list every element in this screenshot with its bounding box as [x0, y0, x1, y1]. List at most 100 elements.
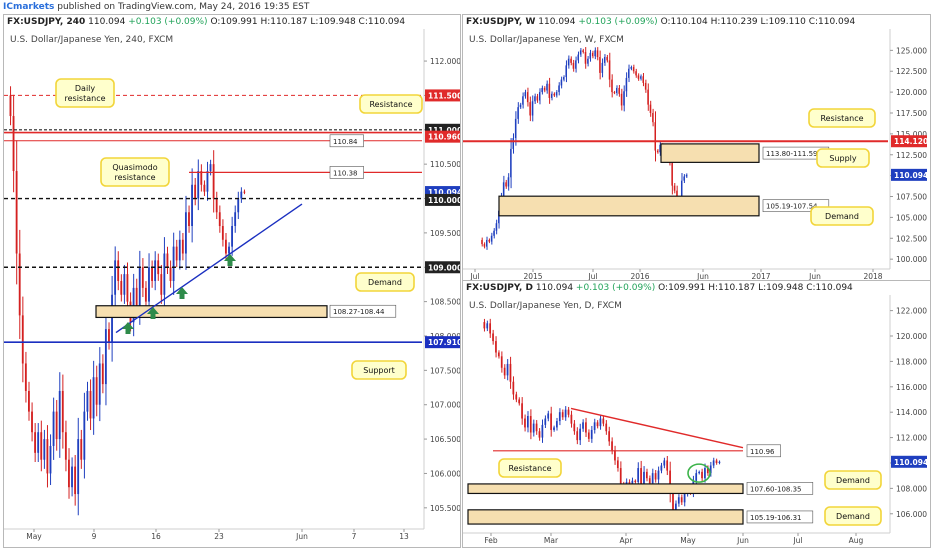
- ohlc-close: C:110.094: [806, 283, 853, 293]
- candle-body: [675, 503, 677, 510]
- candle-body: [237, 198, 240, 213]
- candle-body: [28, 390, 30, 412]
- candle-body: [104, 329, 107, 385]
- candle-body: [587, 432, 590, 439]
- candle-body: [215, 198, 218, 213]
- demand-zone-lower: [467, 509, 744, 525]
- x-tick-label: 9: [92, 532, 97, 541]
- candle-body: [512, 138, 514, 149]
- chart-panel-h4[interactable]: FX:USDJPY, 240 110.094 +0.103 (+0.09%) O…: [3, 14, 461, 548]
- candle-body: [546, 83, 548, 91]
- candle-body: [536, 96, 539, 101]
- callout-daily-resistance-bubble: [55, 78, 115, 108]
- candle-body: [656, 150, 659, 153]
- candle-body: [582, 50, 584, 53]
- candle-body: [178, 239, 181, 261]
- candle-body: [538, 92, 541, 101]
- ohlc-low: L:109.110: [760, 17, 806, 27]
- candle-body: [506, 363, 509, 376]
- candle-body: [601, 62, 604, 73]
- candle-body: [191, 184, 193, 227]
- label-110-38-bg: [329, 166, 364, 179]
- callout-demand-lower-bubble: [824, 506, 882, 526]
- candle-body: [645, 471, 648, 479]
- candle-body: [654, 122, 657, 151]
- candle-body: [68, 459, 70, 488]
- candle-body: [715, 460, 718, 463]
- publisher-brand[interactable]: ICmarkets: [3, 2, 55, 12]
- callout-quasimodo-bubble: [100, 157, 170, 187]
- candle-body: [224, 239, 227, 254]
- candle-body: [541, 87, 543, 93]
- candle-body: [18, 253, 21, 316]
- candle-body: [52, 411, 55, 446]
- x-tick-label: 13: [399, 532, 409, 541]
- candle-body: [570, 58, 572, 63]
- last-price: 110.094: [535, 283, 574, 293]
- candle-body: [596, 50, 599, 58]
- ohlc-close: C:110.094: [808, 17, 856, 27]
- candle-body: [526, 92, 529, 103]
- chart-panel-daily[interactable]: FX:USDJPY, D 110.094 +0.103 (+0.09%) O:1…: [462, 280, 931, 548]
- price-tag-last: 110.094: [894, 458, 928, 467]
- candle-body: [175, 246, 178, 261]
- y-tick-label: 107.000: [430, 401, 460, 410]
- candle-body: [492, 333, 494, 342]
- candle-body: [538, 431, 541, 438]
- trend-line: [570, 407, 744, 449]
- candle-body: [74, 466, 77, 495]
- candle-body: [154, 260, 157, 281]
- callout-resistance-bubble: [808, 108, 876, 128]
- x-tick-label: May: [26, 532, 42, 541]
- up-arrow-3: [147, 307, 159, 319]
- symbol-label: FX:USDJPY, 240: [7, 17, 86, 27]
- candle-body: [498, 210, 500, 224]
- candle-body: [505, 182, 507, 187]
- callout-demand-lower-text: Demand: [836, 512, 870, 521]
- highlight-circle: [687, 463, 711, 483]
- candle-body: [677, 497, 680, 504]
- candle-body: [640, 468, 642, 486]
- up-arrow-2: [176, 287, 188, 299]
- candle-body: [561, 412, 564, 418]
- candle-body: [243, 191, 246, 193]
- candle-body: [648, 478, 651, 484]
- candle-body: [683, 493, 686, 503]
- candle-body: [672, 493, 674, 510]
- candle-body: [108, 329, 110, 343]
- callout-support-text: Support: [363, 366, 395, 375]
- demand-zone: [95, 305, 328, 319]
- candle-body: [615, 87, 618, 93]
- candle-body: [671, 163, 673, 186]
- y-tick-label: 106.000: [430, 469, 460, 478]
- y-tick-label: 116.000: [896, 383, 927, 392]
- callout-resistance-text: Resistance: [508, 464, 551, 473]
- candle-body: [212, 164, 215, 199]
- chart-watermark: U.S. Dollar/Japanese Yen, 240, FXCM: [10, 35, 174, 45]
- candle-body: [647, 89, 649, 105]
- chart-header: FX:USDJPY, 240 110.094 +0.103 (+0.09%) O…: [4, 15, 405, 29]
- y-tick-label: 114.000: [896, 408, 927, 417]
- candle-body: [599, 418, 602, 427]
- x-tick-label: Aug: [849, 536, 864, 545]
- y-tick-label: 122.500: [896, 67, 927, 76]
- candle-body: [698, 471, 700, 474]
- y-tick-label: 110.500: [430, 160, 460, 169]
- chart-svg-daily: 122.000 120.000 118.000 116.000 114.000 112.0…: [463, 295, 928, 545]
- price-tag-110: 110.000: [428, 196, 460, 205]
- candle-body: [619, 468, 622, 485]
- candle-body: [680, 497, 683, 503]
- y-tick-label: 115.000: [896, 130, 927, 139]
- candle-body: [510, 148, 512, 178]
- candle-body: [680, 180, 683, 200]
- candle-body: [556, 421, 558, 428]
- candle-body: [529, 102, 531, 116]
- candle-body: [611, 79, 613, 93]
- candle-body: [543, 87, 546, 91]
- y-tick-label: 125.000: [896, 46, 927, 55]
- candle-body: [46, 439, 49, 474]
- chart-panel-weekly[interactable]: FX:USDJPY, W 110.094 +0.103 (+0.09%) O:1…: [462, 14, 931, 282]
- y-tick-label: 107.500: [430, 366, 460, 375]
- candle-body: [544, 418, 547, 425]
- y-tick-label: 102.500: [896, 234, 927, 243]
